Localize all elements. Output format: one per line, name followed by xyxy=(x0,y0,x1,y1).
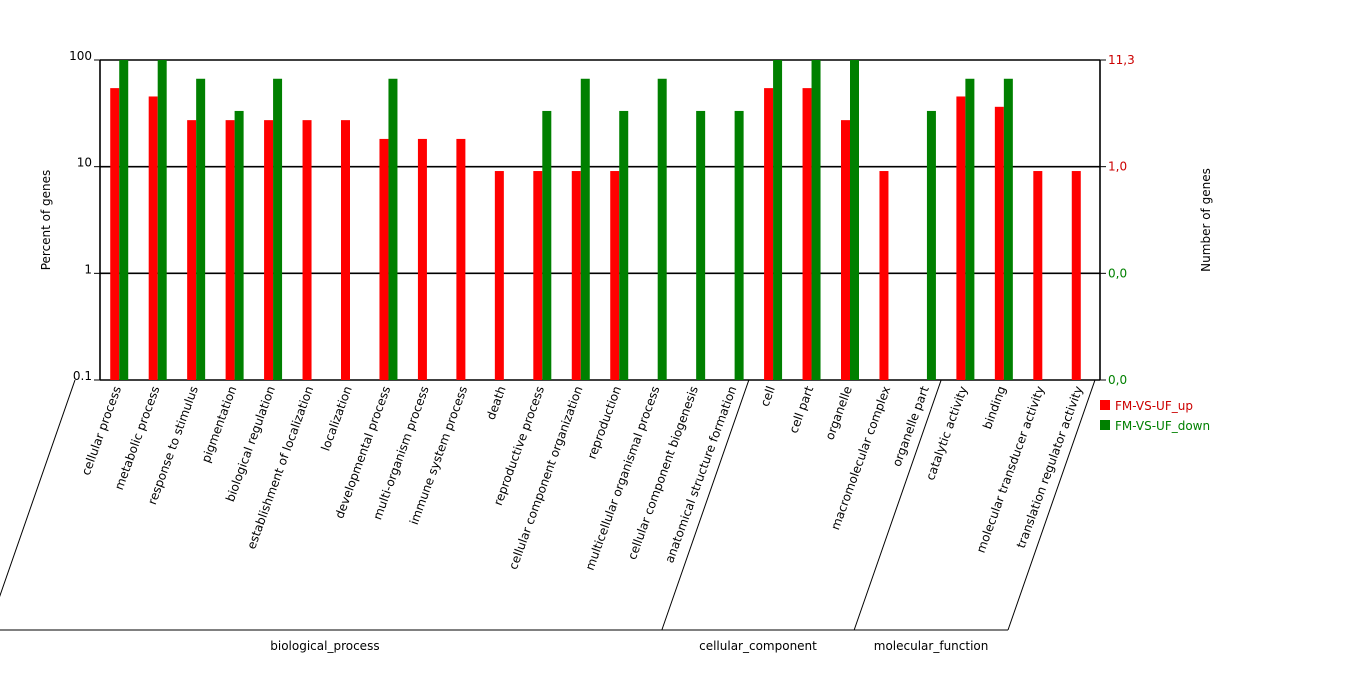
bar-up xyxy=(148,96,158,380)
bar-down xyxy=(926,110,936,381)
bar-down xyxy=(157,60,167,380)
bar-down xyxy=(696,110,706,381)
gridlines xyxy=(100,59,1100,381)
bar-up xyxy=(456,138,466,380)
bars xyxy=(110,60,1081,381)
bar-down xyxy=(619,110,629,381)
y-axis-title-left: Percent of genes xyxy=(39,170,53,271)
bar-down xyxy=(234,110,244,381)
bar-down xyxy=(773,60,783,380)
group-edge xyxy=(0,379,76,598)
category-label: cellular component biogenesis xyxy=(625,384,701,561)
group-label: biological_process xyxy=(270,639,379,653)
group-brackets: biological_process cellular_component mole… xyxy=(0,379,1096,653)
bar-up xyxy=(302,120,312,381)
category-label: organelle xyxy=(822,384,854,441)
legend: FM-VS-UF_up FM-VS-UF_down xyxy=(1100,399,1210,433)
y-tick-label: 0.1 xyxy=(73,369,92,383)
category-label: cellular component organization xyxy=(506,384,586,571)
category-label: cellular process xyxy=(79,384,124,477)
bar-up xyxy=(264,120,274,381)
category-label: molecular transducer activity xyxy=(974,384,1047,555)
bar-down xyxy=(580,78,590,380)
bar-up xyxy=(841,120,850,381)
y-tick-label-right: 0,0 xyxy=(1108,266,1127,280)
bar-down xyxy=(657,78,667,380)
category-label: reproduction xyxy=(585,384,624,461)
bar-down xyxy=(850,60,859,380)
y-tick-label: 10 xyxy=(77,156,92,170)
bar-up xyxy=(494,171,504,380)
bar-down xyxy=(734,110,744,381)
bar-up xyxy=(956,96,966,380)
group-label: cellular_component xyxy=(699,639,817,653)
bar-down xyxy=(811,60,821,380)
bar-up xyxy=(764,88,774,380)
category-label: localization xyxy=(318,384,354,453)
bar-down xyxy=(119,60,129,380)
y-tick-label-right: 11,3 xyxy=(1108,53,1135,67)
bar-up xyxy=(379,138,389,380)
bar-down xyxy=(196,78,206,380)
group-divider xyxy=(853,379,942,631)
category-label: death xyxy=(484,384,509,421)
bar-up xyxy=(879,171,889,380)
y-tick-label: 1 xyxy=(84,262,92,276)
y-ticks: 100 11,3 10 1,0 1 0,0 0.1 0,0 xyxy=(69,49,1135,387)
bar-up xyxy=(187,120,197,381)
bar-up xyxy=(571,171,581,380)
y-axis-title-right: Number of genes xyxy=(1199,168,1213,272)
bar-up xyxy=(1071,171,1081,380)
bar-down xyxy=(273,78,283,380)
category-label: binding xyxy=(980,384,1008,431)
group-divider xyxy=(661,379,750,631)
group-label: molecular_function xyxy=(874,639,989,653)
bar-up xyxy=(533,171,543,380)
category-label: cell xyxy=(758,384,778,408)
legend-swatch-down xyxy=(1100,420,1110,430)
bar-up xyxy=(341,120,350,381)
bar-down xyxy=(388,78,398,380)
bar-down xyxy=(965,78,975,380)
category-label: multicellular organismal process xyxy=(583,384,663,572)
legend-swatch-up xyxy=(1100,400,1110,410)
bar-up xyxy=(225,120,235,381)
y-tick-label: 100 xyxy=(69,49,92,63)
bar-up xyxy=(994,106,1004,380)
bar-down xyxy=(1003,78,1013,380)
plot-frame xyxy=(94,59,1106,381)
category-label: pigmentation xyxy=(199,384,240,464)
y-tick-label-right: 1,0 xyxy=(1108,160,1127,174)
bar-up xyxy=(1033,171,1043,380)
category-label: anatomical structure formation xyxy=(662,384,739,565)
bar-up xyxy=(417,138,427,380)
bar-up xyxy=(802,88,812,380)
legend-label-down: FM-VS-UF_down xyxy=(1115,419,1210,433)
category-label: cell part xyxy=(786,384,816,435)
legend-label-up: FM-VS-UF_up xyxy=(1115,399,1193,413)
bar-up xyxy=(110,88,120,380)
y-tick-label-right: 0,0 xyxy=(1108,373,1127,387)
bar-up xyxy=(610,171,620,380)
category-label: catalytic activity xyxy=(923,384,970,482)
bar-down xyxy=(542,110,552,381)
group-divider xyxy=(1007,379,1096,631)
